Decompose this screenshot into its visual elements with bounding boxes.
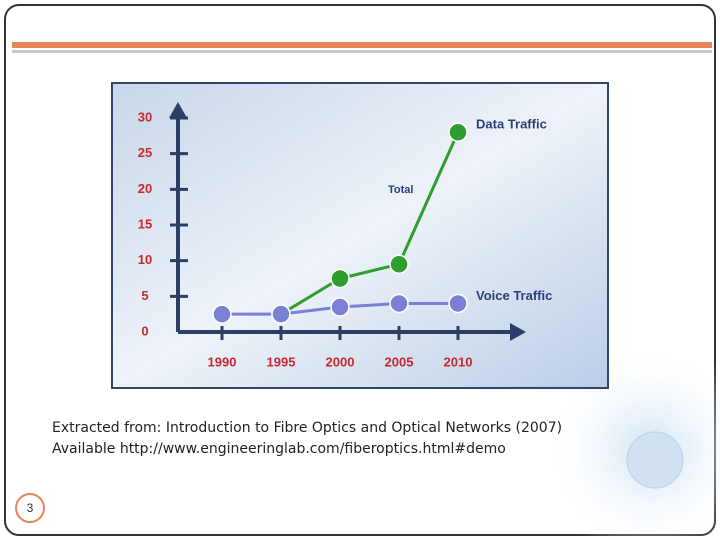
x-axis-arrow: [510, 323, 526, 341]
point: [330, 268, 350, 289]
y-axis-arrow: [169, 102, 187, 118]
y-tick-label: 5: [141, 288, 148, 303]
point: [448, 293, 468, 314]
x-tick-label: 1990: [208, 354, 237, 369]
series-label: Voice Traffic: [476, 288, 552, 303]
header-bar: [12, 42, 712, 48]
page-number: 3: [27, 501, 34, 515]
logo: [626, 431, 684, 489]
y-tick-label: 25: [138, 145, 152, 160]
x-tick-label: 2005: [385, 354, 414, 369]
x-tick-label: 2010: [444, 354, 473, 369]
x-tick-label: 2000: [326, 354, 355, 369]
point: [389, 254, 409, 274]
caption: Extracted from: Introduction to Fibre Op…: [52, 420, 562, 436]
series-line: [280, 131, 460, 316]
plot: 0 5 10 15 20 25 30 1990 1995 2000 2005 2010 Data Tra…: [138, 102, 552, 369]
header-bar-shadow: [12, 50, 712, 53]
y-tick-label: 30: [138, 109, 152, 124]
y-tick-label: 15: [138, 216, 152, 231]
y-tick-label: 10: [138, 252, 152, 267]
point: [448, 122, 468, 143]
logo-watermark: [540, 340, 720, 540]
x-tick-label: 1995: [267, 354, 296, 369]
chart-panel: [111, 82, 609, 389]
page-number-badge: [15, 493, 45, 523]
caption: Available http://www.engineeringlab.com/…: [52, 441, 506, 457]
y-tick-label: 0: [141, 323, 148, 338]
y-tick-label: 20: [138, 181, 152, 196]
point: [330, 297, 350, 317]
point: [389, 293, 409, 314]
annotation: Total: [388, 184, 413, 196]
point: [271, 304, 291, 324]
series-label: Data Traffic: [476, 117, 547, 132]
point: [212, 304, 232, 324]
